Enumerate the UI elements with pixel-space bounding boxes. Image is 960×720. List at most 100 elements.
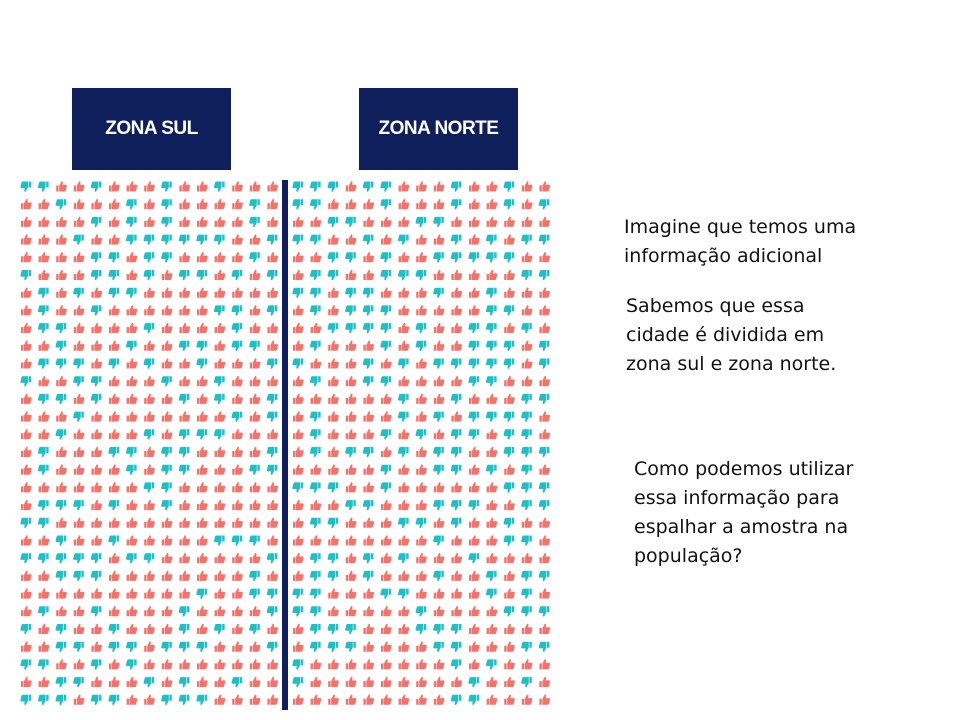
thumbs-up-icon [451,322,463,334]
thumbs-down-icon [108,641,119,652]
thumbs-down-icon [397,393,409,405]
thumbs-down-icon [309,234,321,245]
thumbs-down-icon [37,659,49,670]
thumbs-down-icon [73,234,84,245]
thumbs-up-icon [21,641,32,652]
thumbs-down-icon [309,429,321,440]
thumbs-up-icon [345,181,357,192]
thumbs-down-icon [450,447,462,458]
thumbs-up-icon [38,340,50,351]
thumbs-up-icon [293,623,304,634]
thumbs-down-icon [249,340,260,352]
thumbs-up-icon [293,552,304,564]
thumbs-up-icon [267,623,279,634]
thumbs-up-icon [267,499,279,511]
thumbs-down-icon [450,624,462,635]
thumbs-up-icon [416,499,427,511]
thumbs-down-icon [161,234,172,245]
thumbs-down-icon [415,606,427,617]
thumbs-up-icon [91,287,103,298]
thumbs-up-icon [38,482,50,493]
thumbs-up-icon [521,216,533,227]
thumbs-up-icon [21,305,32,316]
thumbs-up-icon [486,623,498,634]
thumbs-up-icon [504,269,515,280]
thumbs-down-icon [178,447,190,458]
thumbs-up-icon [197,446,208,457]
thumbs-up-icon [73,181,85,192]
thumbs-down-icon [380,305,391,316]
thumbs-up-icon [126,411,138,422]
thumbs-up-icon [451,305,463,316]
thumbs-up-icon [363,623,375,634]
thumbs-up-icon [232,588,243,599]
thumbs-up-icon [381,641,392,652]
thumbs-up-icon [416,535,427,546]
thumbs-up-icon [486,269,498,280]
thumbs-down-icon [90,216,102,228]
thumbs-up-icon [486,393,498,404]
thumbs-down-icon [231,323,243,334]
thumbs-down-icon [485,358,497,369]
thumbs-up-icon [363,198,375,210]
thumbs-up-icon [381,676,392,688]
zona-sul-icon-grid [20,181,279,706]
thumbs-down-icon [309,606,321,617]
thumbs-up-icon [144,588,155,599]
thumbs-up-icon [249,446,261,457]
thumbs-up-icon [91,676,103,688]
thumbs-down-icon [196,694,207,706]
thumbs-up-icon [267,181,279,192]
thumbs-up-icon [21,322,32,334]
thumbs-up-icon [91,429,103,440]
thumbs-down-icon [503,535,515,546]
thumbs-up-icon [249,375,261,387]
thumbs-down-icon [292,677,303,688]
thumbs-up-icon [381,393,392,404]
thumbs-up-icon [161,269,173,280]
thumbs-down-icon [196,270,207,281]
thumbs-down-icon [362,358,374,369]
thumbs-down-icon [292,358,303,369]
thumbs-up-icon [416,676,427,688]
thumbs-up-icon [161,287,173,298]
text-line: Imagine que temos uma [624,216,857,238]
thumbs-up-icon [56,411,67,422]
thumbs-down-icon [362,287,374,298]
thumbs-down-icon [125,234,137,245]
thumbs-up-icon [232,393,243,404]
thumbs-up-icon [197,393,208,404]
thumbs-down-icon [20,553,31,564]
thumbs-up-icon [293,305,304,316]
thumbs-up-icon [293,535,304,546]
thumbs-down-icon [309,517,321,529]
thumbs-down-icon [161,376,172,387]
thumbs-up-icon [504,570,515,581]
thumbs-up-icon [56,375,67,387]
thumbs-down-icon [178,606,190,617]
thumbs-up-icon [310,694,322,705]
thumbs-up-icon [398,676,410,688]
thumbs-up-icon [73,606,85,617]
thumbs-down-icon [345,287,356,298]
thumbs-up-icon [179,499,191,511]
thumbs-up-icon [521,552,533,564]
thumbs-up-icon [56,269,67,280]
thumbs-down-icon [538,570,550,582]
thumbs-down-icon [415,517,427,529]
thumbs-up-icon [109,606,120,617]
thumbs-up-icon [249,411,261,422]
thumbs-up-icon [328,429,339,440]
thumbs-down-icon [503,517,515,529]
text-line: espalhar a amostra na [634,516,849,538]
thumbs-down-icon [143,234,155,245]
thumbs-up-icon [469,198,480,210]
thumbs-up-icon [214,659,226,670]
thumbs-up-icon [293,340,304,351]
thumbs-up-icon [38,676,50,688]
thumbs-down-icon [37,181,49,192]
thumbs-down-icon [249,588,260,599]
thumbs-down-icon [73,641,84,652]
thumbs-down-icon [143,252,155,263]
thumbs-up-icon [398,181,410,192]
